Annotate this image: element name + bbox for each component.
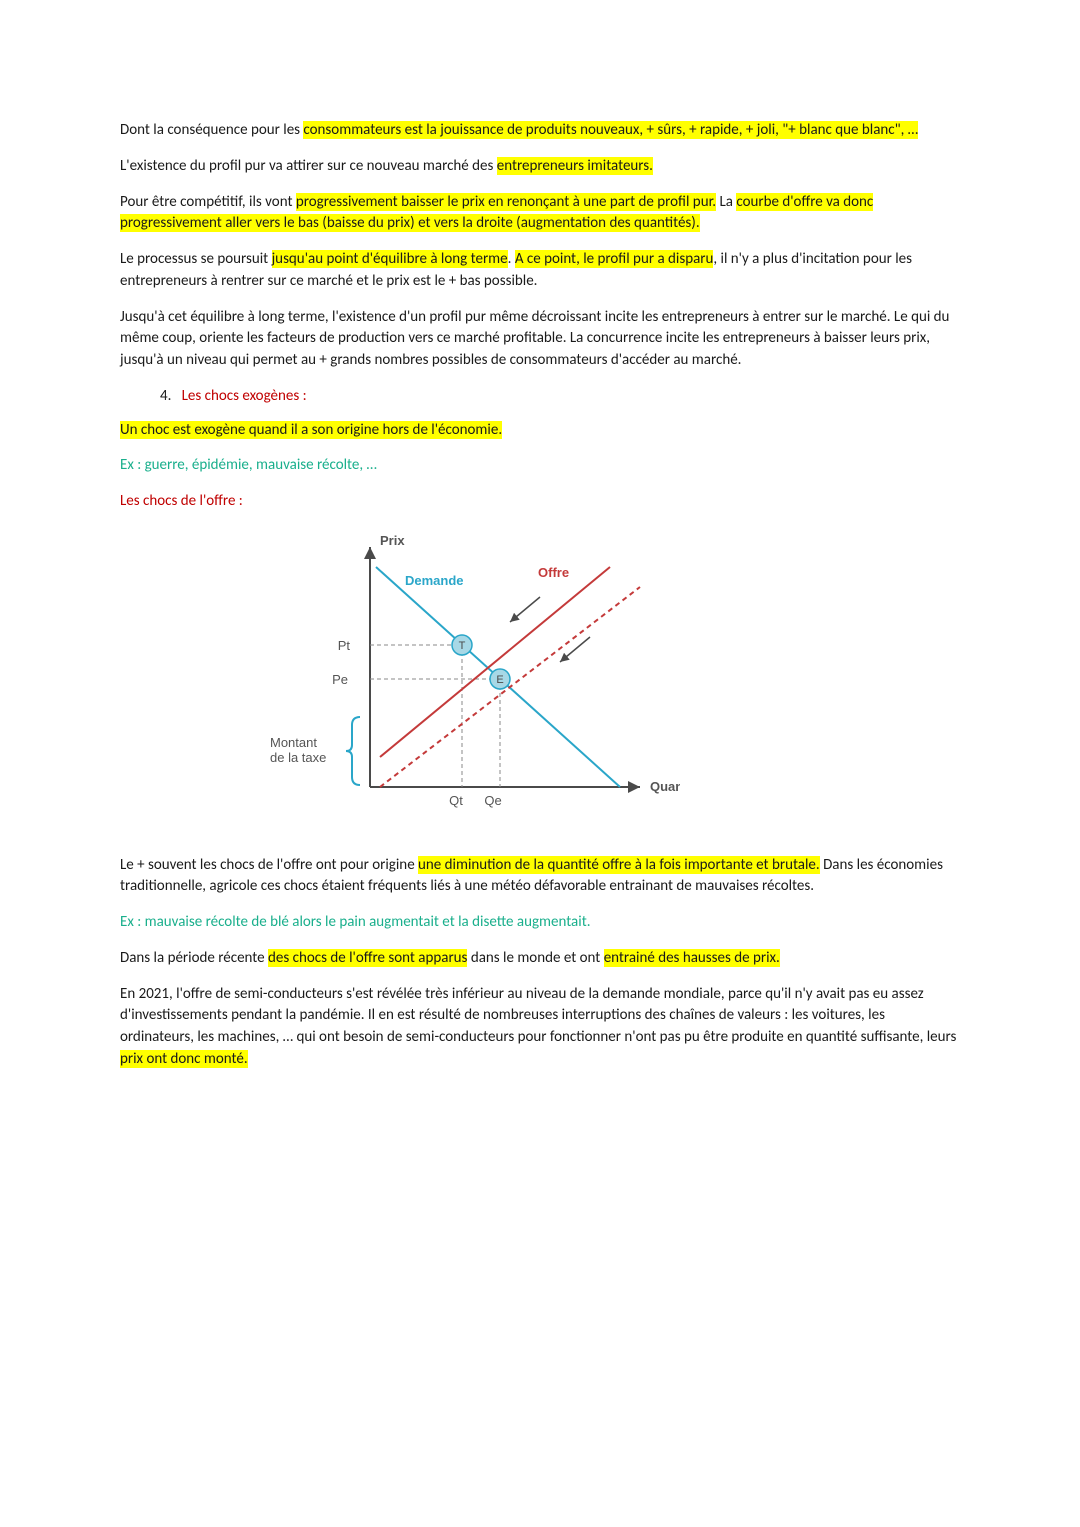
paragraph-3: Pour être compétitif, ils vont progressi… xyxy=(120,192,960,236)
svg-text:Montant: Montant xyxy=(270,735,317,750)
paragraph-4: Le processus se poursuit jusqu'au point … xyxy=(120,249,960,293)
text: Dans la période récente xyxy=(120,949,268,967)
svg-text:Pt: Pt xyxy=(338,638,351,653)
text: Le + souvent les chocs de l'offre ont po… xyxy=(120,856,418,874)
text: Le processus se poursuit xyxy=(120,250,272,268)
svg-text:Prix: Prix xyxy=(380,533,405,548)
highlight: une diminution de la quantité offre à la… xyxy=(418,856,820,874)
list-number: 4. xyxy=(160,387,171,405)
paragraph-1: Dont la conséquence pour les consommateu… xyxy=(120,120,960,142)
highlight: prix ont donc monté. xyxy=(120,1050,248,1068)
text: Dont la conséquence pour les xyxy=(120,121,303,139)
list-item-4: 4. Les chocs exogènes : xyxy=(120,386,960,408)
text: En 2021, l'offre de semi-conducteurs s'e… xyxy=(120,985,956,1047)
svg-text:Pe: Pe xyxy=(332,672,348,687)
highlight: A ce point, le profil pur a disparu xyxy=(515,250,714,268)
paragraph-6: Un choc est exogène quand il a son origi… xyxy=(120,420,960,442)
supply-demand-chart: T E Pt Pe Qt Qe Prix Quantité Demande Offre Montan… xyxy=(240,527,960,835)
paragraph-7-example: Ex : guerre, épidémie, mauvaise récolte,… xyxy=(120,455,960,477)
svg-text:Qt: Qt xyxy=(449,793,463,808)
highlight: entrepreneurs imitateurs. xyxy=(497,157,653,175)
text: L'existence du profil pur va attirer sur… xyxy=(120,157,497,175)
paragraph-2: L'existence du profil pur va attirer sur… xyxy=(120,156,960,178)
highlight: des chocs de l'offre sont apparus xyxy=(268,949,467,967)
svg-text:E: E xyxy=(496,674,503,686)
paragraph-11: Dans la période récente des chocs de l'o… xyxy=(120,948,960,970)
highlight: jusqu'au point d'équilibre à long terme xyxy=(272,250,508,268)
highlight: entrainé des hausses de prix. xyxy=(604,949,780,967)
paragraph-10-example: Ex : mauvaise récolte de blé alors le pa… xyxy=(120,912,960,934)
highlight: consommateurs est la jouissance de produ… xyxy=(303,121,918,139)
highlight: Un choc est exogène quand il a son origi… xyxy=(120,421,502,439)
paragraph-9: Le + souvent les chocs de l'offre ont po… xyxy=(120,855,960,899)
svg-text:de la taxe: de la taxe xyxy=(270,750,326,765)
svg-text:T: T xyxy=(459,640,466,652)
highlight: progressivement baisser le prix en renon… xyxy=(296,193,716,211)
text: Pour être compétitif, ils vont xyxy=(120,193,296,211)
svg-text:Quantité: Quantité xyxy=(650,779,680,794)
chart-svg: T E Pt Pe Qt Qe Prix Quantité Demande Offre Montan… xyxy=(240,527,680,827)
paragraph-5: Jusqu'à cet équilibre à long terme, l'ex… xyxy=(120,307,960,372)
paragraph-8-subtitle: Les chocs de l'offre : xyxy=(120,491,960,513)
text: dans le monde et ont xyxy=(467,949,603,967)
svg-text:Qe: Qe xyxy=(484,793,501,808)
svg-text:Offre: Offre xyxy=(538,565,569,580)
list-label: Les chocs exogènes : xyxy=(182,387,307,405)
svg-text:Demande: Demande xyxy=(405,573,464,588)
text: . xyxy=(508,250,515,268)
paragraph-12: En 2021, l'offre de semi-conducteurs s'e… xyxy=(120,984,960,1071)
text: La xyxy=(716,193,736,211)
